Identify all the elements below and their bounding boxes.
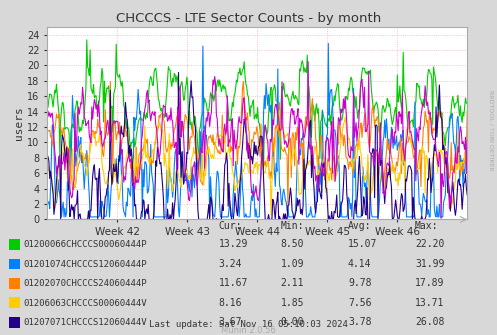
Text: 2.11: 2.11 (281, 278, 304, 288)
Text: Last update: Sat Nov 16 05:10:03 2024: Last update: Sat Nov 16 05:10:03 2024 (149, 320, 348, 329)
Text: 22.20: 22.20 (415, 239, 444, 249)
Text: 1.09: 1.09 (281, 259, 304, 269)
Text: CHCCCS - LTE Sector Counts - by month: CHCCCS - LTE Sector Counts - by month (116, 12, 381, 25)
Text: 3.67: 3.67 (219, 317, 242, 327)
Text: 7.56: 7.56 (348, 297, 371, 308)
Text: Min:: Min: (281, 221, 304, 231)
Text: 13.71: 13.71 (415, 297, 444, 308)
Text: Cur:: Cur: (219, 221, 242, 231)
Text: 15.07: 15.07 (348, 239, 377, 249)
Text: 8.16: 8.16 (219, 297, 242, 308)
Text: 26.08: 26.08 (415, 317, 444, 327)
Text: 3.24: 3.24 (219, 259, 242, 269)
Text: Avg:: Avg: (348, 221, 371, 231)
Y-axis label: users: users (14, 106, 24, 140)
Text: 01200066CHCCCS00060444P: 01200066CHCCCS00060444P (24, 240, 148, 249)
Text: 8.50: 8.50 (281, 239, 304, 249)
Text: 01206063CHCCCS00060444V: 01206063CHCCCS00060444V (24, 298, 148, 308)
Text: 17.89: 17.89 (415, 278, 444, 288)
Text: 1.85: 1.85 (281, 297, 304, 308)
Text: 13.29: 13.29 (219, 239, 248, 249)
Text: 01202070CHCCCS24060444P: 01202070CHCCCS24060444P (24, 279, 148, 288)
Text: 11.67: 11.67 (219, 278, 248, 288)
Text: Munin 2.0.56: Munin 2.0.56 (221, 326, 276, 335)
Text: 4.14: 4.14 (348, 259, 371, 269)
Text: 01207071CHCCCS12060444V: 01207071CHCCCS12060444V (24, 318, 148, 327)
Text: 0.00: 0.00 (281, 317, 304, 327)
Text: RRDTOOL / TOBI OETIKER: RRDTOOL / TOBI OETIKER (489, 90, 494, 171)
Text: 9.78: 9.78 (348, 278, 371, 288)
Text: 3.78: 3.78 (348, 317, 371, 327)
Text: 01201074CHCCCS12060444P: 01201074CHCCCS12060444P (24, 260, 148, 269)
Text: Max:: Max: (415, 221, 438, 231)
Text: 31.99: 31.99 (415, 259, 444, 269)
